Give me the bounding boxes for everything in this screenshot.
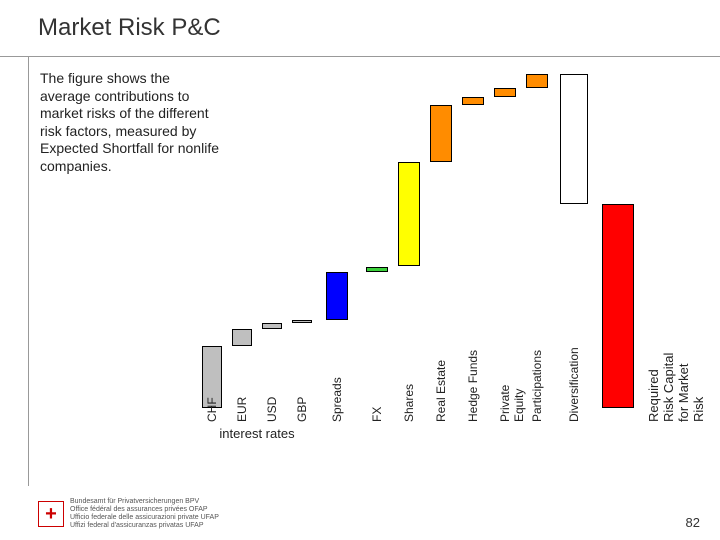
page-title: Market Risk P&C [38,14,221,42]
bar-label-Shares: Shares [402,348,416,422]
divider-vertical [28,56,29,486]
bar-RequiredCapital [602,204,634,408]
bar-Shares [398,162,420,267]
bar-Diversification [560,74,588,204]
footer-org-text: Bundesamt für Privatversicherungen BPV O… [70,498,219,530]
bar-label-USD: USD [265,348,279,422]
bar-Spreads [326,272,348,320]
footer-line: Bundesamt für Privatversicherungen BPV [70,498,219,506]
slide: Market Risk P&C The figure shows the ave… [0,0,720,540]
bar-Participations [526,74,548,88]
bar-FX [366,267,388,273]
group-axis-label: interest rates [202,426,312,441]
footer-line: Ufficio federale delle assicurazioni pri… [70,514,219,522]
bar-label-CHF: CHF [205,348,219,422]
bar-EUR [232,329,252,346]
bar-label-RequiredCapital: Required Risk Capital for Market Risk [646,348,706,422]
bar-label-EUR: EUR [235,348,249,422]
page-number: 82 [686,515,700,530]
waterfall-chart: CHF EUR USD GBP Spreads FX Shares Real Estate He… [190,68,700,458]
bar-RealEstate [430,105,452,162]
bar-GBP [292,320,312,323]
bar-label-Diversification: Diversification [567,348,581,422]
bar-label-PrivateEquity: Private Equity [498,348,526,422]
bar-label-FX: FX [370,348,384,422]
bar-USD [262,323,282,329]
bar-HedgeFunds [462,97,484,105]
footer-logo: + Bundesamt für Privatversicherungen BPV… [38,498,219,530]
divider-horizontal [0,56,720,57]
swiss-cross-icon: + [38,501,64,527]
footer-line: Uffizi federal d'assicuranzas privatas U… [70,522,219,530]
footer-line: Office fédéral des assurances privées OF… [70,506,219,514]
bar-label-RealEstate: Real Estate [434,348,448,422]
bar-label-HedgeFunds: Hedge Funds [466,348,480,422]
bar-PrivateEquity [494,88,516,96]
bar-label-Spreads: Spreads [330,348,344,422]
bar-label-Participations: Participations [530,348,544,422]
title-area: Market Risk P&C [38,14,221,42]
bar-label-GBP: GBP [295,348,309,422]
